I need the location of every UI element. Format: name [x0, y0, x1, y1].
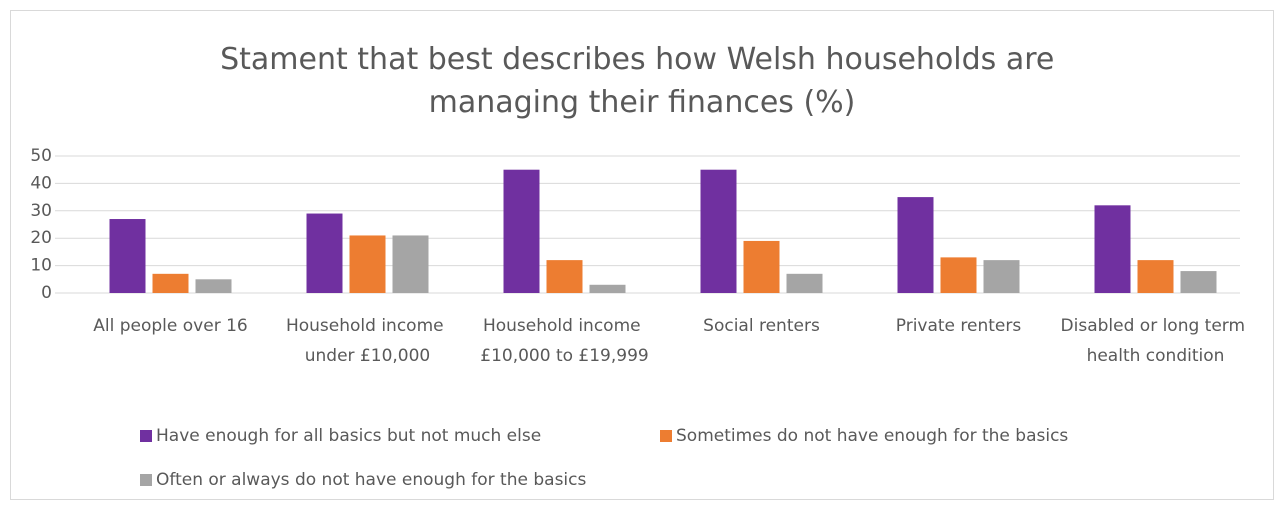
bar [503, 169, 540, 293]
y-tick-label: 40 [30, 173, 52, 193]
bar [786, 273, 823, 293]
legend-swatch [140, 474, 152, 486]
legend-swatch [140, 430, 152, 442]
bar [349, 235, 386, 293]
y-tick-label: 10 [30, 256, 52, 276]
bar [152, 273, 189, 293]
x-tick-label: Household income £10,000 to £19,999 [480, 316, 648, 366]
x-tick-label: Household income under £10,000 [286, 316, 449, 366]
legend-label: Sometimes do not have enough for the bas… [676, 426, 1068, 446]
bar [1180, 271, 1217, 293]
bar [1094, 205, 1131, 293]
bar [700, 169, 737, 293]
x-tick-label: All people over 16 [93, 316, 247, 336]
chart-title: Stament that best describes how Welsh ho… [220, 42, 1064, 120]
bar [109, 219, 146, 293]
bar [983, 260, 1020, 293]
bar [392, 235, 429, 293]
y-tick-label: 0 [41, 283, 52, 303]
legend-swatch [660, 430, 672, 442]
x-tick-label: Disabled or long term health condition [1061, 316, 1251, 366]
bar [546, 260, 583, 293]
bar [195, 279, 232, 293]
y-tick-label: 50 [30, 146, 52, 166]
bar [306, 213, 343, 293]
y-tick-label: 20 [30, 228, 52, 248]
x-tick-label: Social renters [703, 316, 820, 336]
bar [1137, 260, 1174, 293]
bar [940, 257, 977, 293]
legend-label: Have enough for all basics but not much … [156, 426, 541, 446]
bar [897, 197, 934, 293]
y-tick-label: 30 [30, 201, 52, 221]
legend-label: Often or always do not have enough for t… [156, 470, 586, 490]
chart-frame [10, 10, 1274, 500]
bar [589, 284, 626, 293]
bar [743, 240, 780, 293]
x-tick-label: Private renters [896, 316, 1022, 336]
